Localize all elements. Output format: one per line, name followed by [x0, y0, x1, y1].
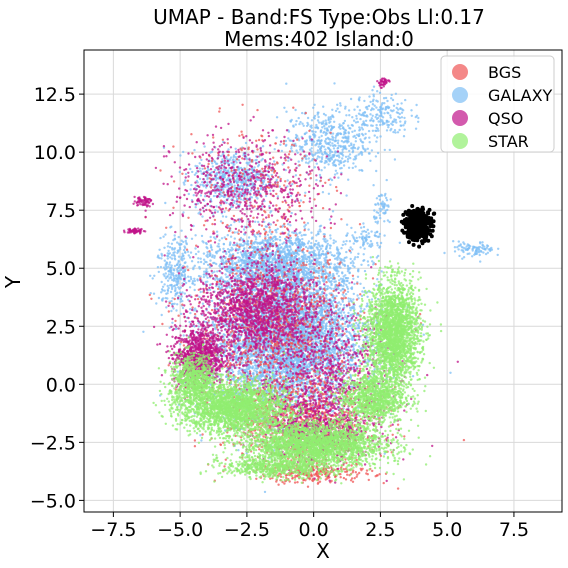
data-point: [306, 328, 308, 330]
data-point: [187, 276, 189, 278]
data-point: [412, 375, 414, 377]
data-point: [199, 434, 201, 436]
data-point: [324, 330, 326, 332]
data-point: [342, 293, 344, 295]
data-point: [237, 449, 239, 451]
data-point: [198, 296, 200, 298]
data-point: [252, 372, 254, 374]
data-point: [343, 282, 345, 284]
data-point: [329, 287, 331, 289]
data-point: [356, 294, 358, 296]
data-point: [264, 491, 266, 493]
data-point: [353, 348, 355, 350]
data-point: [171, 322, 173, 324]
data-point: [219, 343, 221, 345]
title-line-2: Mems:402 Island:0: [224, 27, 414, 51]
data-point: [347, 297, 349, 299]
data-point: [335, 384, 337, 386]
data-point: [153, 293, 155, 295]
data-point: [341, 314, 343, 316]
data-point: [364, 270, 366, 272]
data-point: [193, 278, 195, 280]
data-point: [362, 260, 364, 262]
data-point: [300, 199, 302, 201]
data-point: [345, 364, 347, 366]
data-point: [343, 311, 345, 313]
data-point: [353, 293, 355, 295]
data-point: [348, 300, 350, 302]
data-point: [361, 290, 363, 292]
data-point: [329, 237, 331, 239]
data-point: [279, 392, 281, 394]
title-line-1: UMAP - Band:FS Type:Obs Ll:0.17: [153, 5, 485, 29]
data-point: [350, 258, 352, 260]
chart-title: UMAP - Band:FS Type:Obs Ll:0.17 Mems:402…: [153, 5, 485, 51]
data-point: [142, 331, 144, 333]
data-point: [348, 282, 350, 284]
data-point: [366, 296, 368, 298]
data-point: [371, 298, 373, 300]
data-point: [223, 333, 225, 335]
data-point: [358, 345, 360, 347]
data-point: [212, 321, 214, 323]
data-point: [343, 304, 345, 306]
data-point: [231, 369, 233, 371]
